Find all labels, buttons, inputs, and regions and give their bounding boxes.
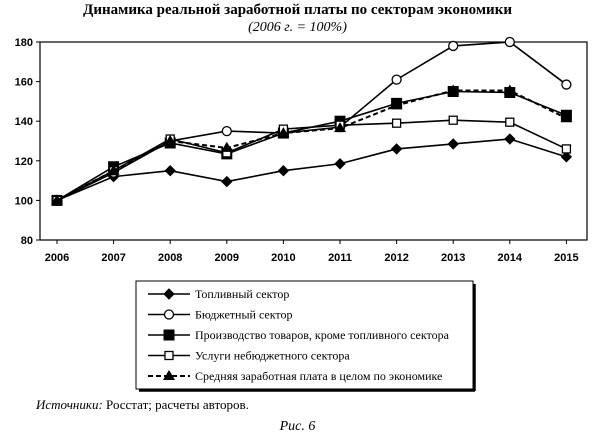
chart-legend: Топливный сектор Бюджетный сектор Производ… — [135, 280, 476, 392]
legend-label-2: Бюджетный сектор — [195, 308, 293, 322]
series-2-line — [56, 41, 567, 202]
series-1 — [51, 133, 573, 207]
y-tick-label: 160 — [15, 77, 33, 89]
series-1-point — [447, 138, 459, 150]
series-5-point — [503, 84, 516, 95]
series-4-point — [448, 115, 458, 125]
series-5-point — [390, 99, 403, 110]
series-2-point — [448, 40, 459, 52]
x-tick-label: 2010 — [271, 252, 295, 264]
series-4-point — [391, 118, 402, 128]
x-tick-label: 2009 — [215, 252, 239, 264]
x-tick-label: 2006 — [45, 252, 69, 264]
series-5-line — [56, 89, 567, 202]
x-tick-label: 2008 — [158, 252, 182, 264]
y-tick-label: 140 — [15, 116, 33, 128]
series-1-point — [221, 175, 233, 188]
x-tick-label: 2011 — [328, 252, 352, 264]
source-text: Росстат; расчеты авторов. — [102, 397, 249, 412]
legend-marker-3 — [163, 329, 175, 341]
x-tick-label: 2012 — [384, 252, 408, 264]
series-3-line — [56, 90, 567, 202]
series-1-point — [504, 133, 516, 145]
series-2-point — [504, 36, 515, 48]
source-note: Источники: Росстат; расчеты авторов. — [36, 397, 249, 413]
legend-label-4: Услуги небюджетного сектора — [195, 349, 350, 363]
line-chart: 80 100 120 140 160 180 2006 2007 2008 2009 2010 201… — [15, 36, 588, 392]
legend-box — [135, 280, 474, 390]
x-tick-label: 2013 — [441, 252, 465, 264]
series-4-point — [561, 144, 572, 154]
chart-axes: 80 100 120 140 160 180 2006 2007 2008 2009 2010 201… — [15, 37, 588, 264]
series-5 — [51, 84, 573, 205]
legend-marker-1 — [163, 288, 175, 300]
series-3 — [51, 86, 572, 206]
series-5-point — [164, 135, 177, 145]
series-2-point — [561, 79, 572, 90]
legend-label-5: Средняя заработная плата в целом по экон… — [195, 369, 442, 383]
series-4-line — [56, 119, 567, 202]
series-5-point — [277, 127, 290, 138]
series-5-point — [334, 122, 346, 133]
plot-frame — [39, 41, 588, 241]
series-2-point — [391, 74, 402, 85]
series-5-point — [560, 112, 573, 123]
series-2-point — [221, 125, 232, 137]
series-5-point — [220, 141, 233, 152]
x-tick-label: 2007 — [101, 252, 125, 264]
legend-label-3: Производство товаров, кроме топливного с… — [195, 328, 450, 342]
y-tick-label: 180 — [15, 37, 33, 49]
series-1-point — [334, 158, 346, 170]
series-1-point — [277, 164, 290, 177]
series-1-point — [560, 151, 573, 163]
series-1-point — [164, 164, 176, 177]
legend-marker-2 — [163, 309, 175, 320]
series-1-point — [390, 143, 403, 155]
series-5-point — [447, 84, 460, 95]
legend-marker-5 — [163, 370, 175, 380]
chart-title: Динамика реальной заработной платы по се… — [83, 2, 512, 18]
legend-marker-4 — [164, 350, 174, 361]
y-tick-label: 100 — [15, 195, 33, 207]
series-4-point — [505, 117, 515, 127]
x-tick-label: 2014 — [498, 252, 523, 264]
series-5-point — [107, 164, 120, 175]
y-tick-label: 120 — [15, 156, 33, 168]
series-5-point — [51, 194, 63, 205]
chart-series — [51, 36, 573, 207]
figure-caption: Рис. 6 — [279, 419, 316, 434]
series-1-line — [56, 138, 567, 202]
x-tick-label: 2015 — [554, 252, 578, 264]
legend-label-1: Топливный сектор — [195, 287, 289, 301]
source-label: Источники: — [36, 397, 103, 412]
y-tick-label: 80 — [21, 235, 33, 247]
chart-subtitle: (2006 г. = 100%) — [248, 20, 347, 35]
